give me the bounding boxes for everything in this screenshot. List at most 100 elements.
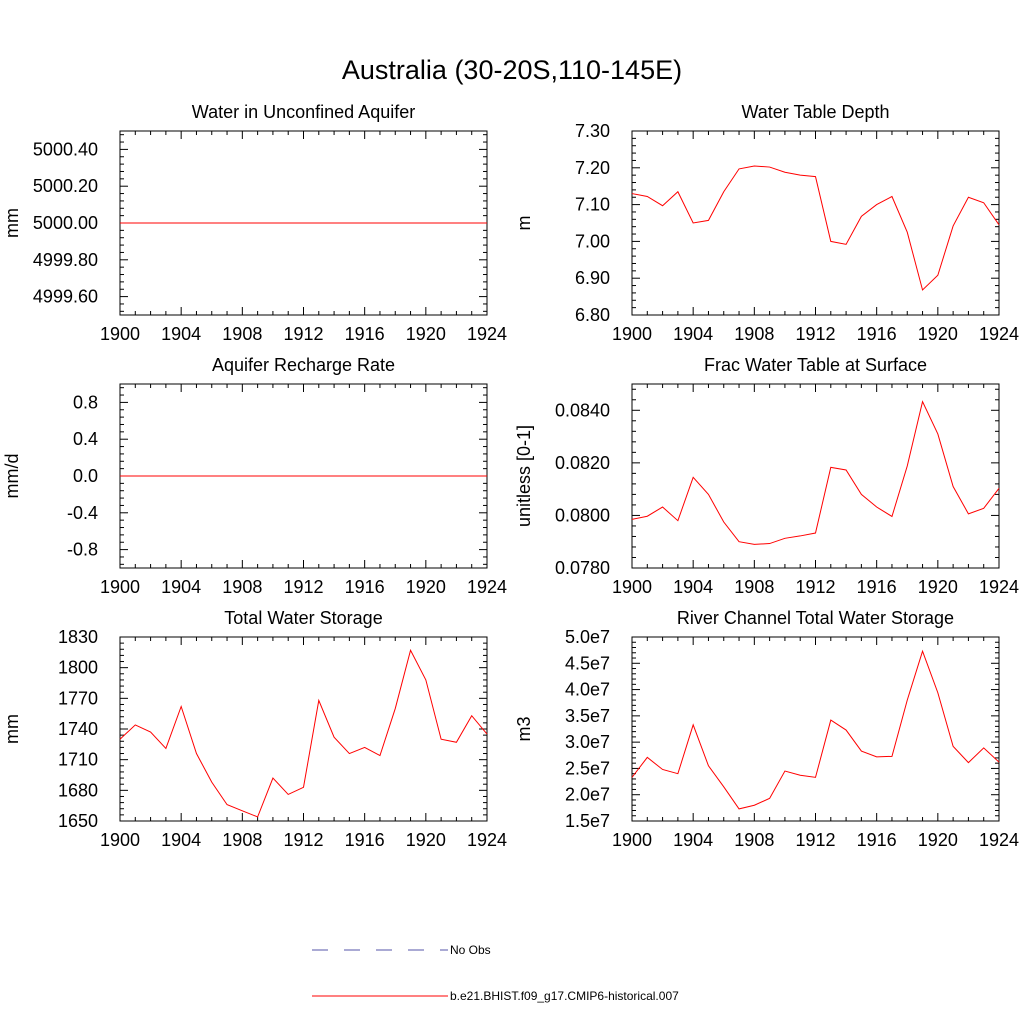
y-tick-label: 0.0820 <box>555 453 610 473</box>
x-tick-label: 1904 <box>161 324 201 344</box>
x-tick-label: 1908 <box>734 830 774 850</box>
y-tick-label: 4999.80 <box>33 250 98 270</box>
chart-panel-4: Frac Water Table at Surface unitless [0-1… <box>514 355 1019 597</box>
series-line-1 <box>631 649 1000 810</box>
x-tick-label: 1912 <box>795 830 835 850</box>
series-line-1 <box>631 400 1000 545</box>
y-tick-label: 1710 <box>58 750 98 770</box>
legend: No Obs b.e21.BHIST.f09_g17.CMIP6-histori… <box>312 943 679 1003</box>
y-tick-label: -0.4 <box>67 503 98 523</box>
x-tick-label: 1912 <box>283 324 323 344</box>
x-tick-label: 1924 <box>467 830 507 850</box>
x-tick-label: 1916 <box>345 830 385 850</box>
y-tick-label: 6.90 <box>575 268 610 288</box>
x-tick-label: 1924 <box>979 324 1019 344</box>
x-tick-label: 1904 <box>673 324 713 344</box>
x-tick-label: 1920 <box>918 830 958 850</box>
y-tick-label: 3.5e7 <box>565 706 610 726</box>
y-tick-label: 7.20 <box>575 158 610 178</box>
y-tick-label: 4.0e7 <box>565 680 610 700</box>
y-tick-label: 1740 <box>58 719 98 739</box>
panel-title: Water in Unconfined Aquifer <box>192 102 415 122</box>
x-tick-label: 1904 <box>161 830 201 850</box>
plot-frame <box>631 383 1000 569</box>
x-tick-label: 1920 <box>406 324 446 344</box>
plot-frame <box>119 636 488 822</box>
y-tick-label: 5000.20 <box>33 176 98 196</box>
x-tick-label: 1920 <box>918 577 958 597</box>
chart-panel-1: Water in Unconfined Aquifer mm 1900 1904 190… <box>2 102 507 344</box>
legend-no-obs-label: No Obs <box>450 943 491 957</box>
legend-model-label: b.e21.BHIST.f09_g17.CMIP6-historical.007 <box>450 989 679 1003</box>
y-tick-label: 1.5e7 <box>565 811 610 831</box>
panels-group: Water in Unconfined Aquifer mm 1900 1904 190… <box>2 102 1019 850</box>
plot-frame <box>631 130 1000 316</box>
panel-title: River Channel Total Water Storage <box>677 608 954 628</box>
y-tick-label: 1800 <box>58 658 98 678</box>
y-tick-label: 1770 <box>58 688 98 708</box>
y-tick-label: 1650 <box>58 811 98 831</box>
chart-panel-3: Aquifer Recharge Rate mm/d 1900 1904 1908 191… <box>2 355 507 597</box>
x-tick-label: 1912 <box>795 577 835 597</box>
x-tick-label: 1920 <box>406 577 446 597</box>
series-line-1 <box>119 648 488 818</box>
x-tick-label: 1924 <box>979 830 1019 850</box>
y-tick-label: 5000.00 <box>33 213 98 233</box>
y-axis-label: m <box>514 216 534 231</box>
x-tick-label: 1916 <box>345 577 385 597</box>
y-tick-label: 4999.60 <box>33 287 98 307</box>
x-tick-label: 1920 <box>406 830 446 850</box>
y-tick-label: 1830 <box>58 627 98 647</box>
y-tick-label: 0.4 <box>73 429 98 449</box>
x-tick-label: 1900 <box>100 577 140 597</box>
x-tick-label: 1908 <box>734 324 774 344</box>
chart-panel-5: Total Water Storage mm 1900 1904 1908 1912 191… <box>2 608 507 850</box>
plot-frame <box>631 636 1000 822</box>
x-tick-label: 1916 <box>345 324 385 344</box>
x-tick-label: 1900 <box>612 324 652 344</box>
y-axis-label: unitless [0-1] <box>514 425 534 527</box>
panel-title: Total Water Storage <box>224 608 382 628</box>
y-tick-label: -0.8 <box>67 540 98 560</box>
x-tick-label: 1908 <box>222 830 262 850</box>
y-tick-label: 1680 <box>58 780 98 800</box>
x-tick-label: 1908 <box>734 577 774 597</box>
x-tick-label: 1912 <box>283 830 323 850</box>
x-tick-label: 1900 <box>100 830 140 850</box>
y-tick-label: 5.0e7 <box>565 627 610 647</box>
x-tick-label: 1916 <box>857 830 897 850</box>
y-tick-label: 2.5e7 <box>565 758 610 778</box>
y-tick-label: 0.0800 <box>555 505 610 525</box>
y-tick-label: 7.00 <box>575 231 610 251</box>
y-tick-label: 3.0e7 <box>565 732 610 752</box>
y-axis-label: mm <box>2 208 22 238</box>
y-tick-label: 5000.40 <box>33 139 98 159</box>
y-tick-label: 0.0780 <box>555 558 610 578</box>
y-tick-label: 0.8 <box>73 392 98 412</box>
x-tick-label: 1924 <box>467 577 507 597</box>
y-tick-label: 7.30 <box>575 121 610 141</box>
x-tick-label: 1904 <box>673 577 713 597</box>
x-tick-label: 1916 <box>857 324 897 344</box>
x-tick-label: 1908 <box>222 324 262 344</box>
x-tick-label: 1900 <box>612 577 652 597</box>
panel-title: Aquifer Recharge Rate <box>212 355 395 375</box>
x-tick-label: 1904 <box>161 577 201 597</box>
x-tick-label: 1912 <box>283 577 323 597</box>
x-tick-label: 1916 <box>857 577 897 597</box>
series-line-1 <box>631 165 1000 291</box>
x-tick-label: 1904 <box>673 830 713 850</box>
y-tick-label: 2.0e7 <box>565 785 610 805</box>
y-tick-label: 4.5e7 <box>565 653 610 673</box>
x-tick-label: 1924 <box>467 324 507 344</box>
x-tick-label: 1920 <box>918 324 958 344</box>
y-axis-label: mm/d <box>2 454 22 499</box>
y-tick-label: 0.0840 <box>555 400 610 420</box>
panel-title: Frac Water Table at Surface <box>704 355 927 375</box>
y-axis-label: m3 <box>514 716 534 741</box>
figure-title: Australia (30-20S,110-145E) <box>341 55 683 85</box>
x-tick-label: 1900 <box>100 324 140 344</box>
x-tick-label: 1912 <box>795 324 835 344</box>
